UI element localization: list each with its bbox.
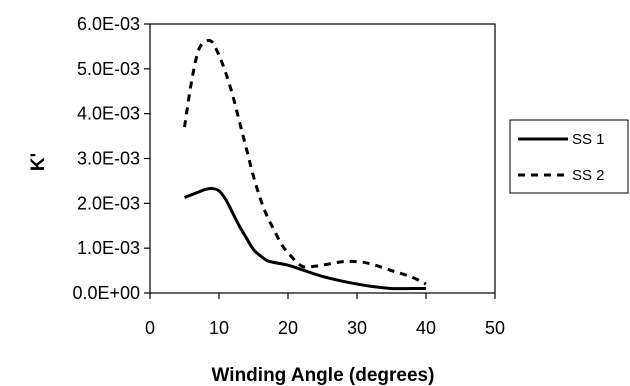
y-tick-label: 0.0E+00 (72, 283, 140, 303)
x-tick-label: 50 (485, 318, 505, 338)
x-tick-label: 40 (416, 318, 436, 338)
legend-label-ss2: SS 2 (572, 167, 605, 184)
axes: 0.0E+00 1.0E-03 2.0E-03 3.0E-03 4.0E-03 5.0E-… (72, 14, 505, 338)
legend-label-ss1: SS 1 (572, 131, 605, 148)
y-axis-title: K' (28, 153, 49, 171)
legend: SS 1 SS 2 (509, 119, 629, 194)
x-tick-label: 20 (278, 318, 298, 338)
y-tick-label: 5.0E-03 (77, 59, 140, 79)
x-tick-label: 30 (347, 318, 367, 338)
y-tick-label: 1.0E-03 (77, 238, 140, 258)
legend-box (509, 119, 629, 194)
x-tick-label: 0 (145, 318, 155, 338)
y-tick-label: 2.0E-03 (77, 193, 140, 213)
y-tick-label: 6.0E-03 (77, 14, 140, 34)
y-tick-label: 3.0E-03 (77, 149, 140, 169)
plot-area (149, 23, 496, 294)
x-tick-label: 10 (209, 318, 229, 338)
series-line-2 (183, 39, 427, 286)
series-line-1 (183, 186, 426, 291)
series-layer (183, 39, 427, 291)
y-tick-label: 4.0E-03 (77, 104, 140, 124)
x-axis-title: Winding Angle (degrees) (212, 365, 435, 386)
